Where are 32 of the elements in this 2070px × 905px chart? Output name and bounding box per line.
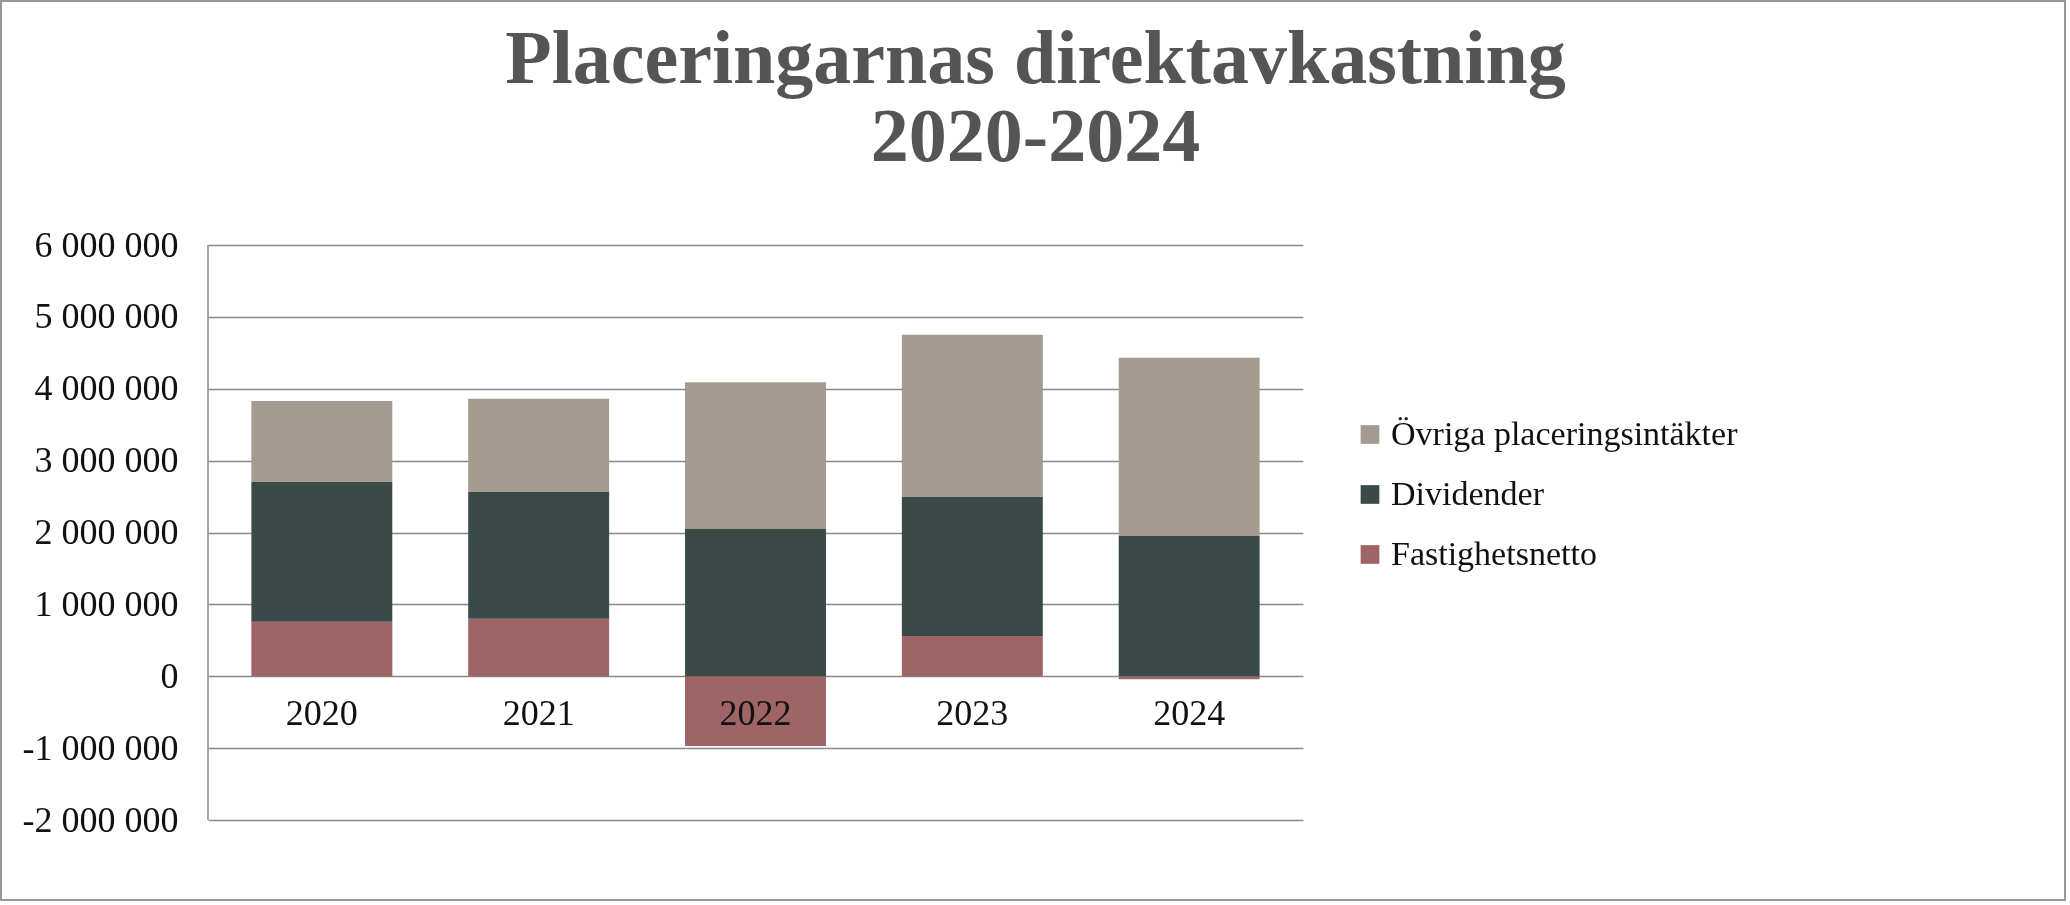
y-tick-label: 2 000 000 <box>34 512 179 552</box>
y-tick-label: 4 000 000 <box>34 368 179 409</box>
x-tick-label: 2023 <box>936 692 1009 733</box>
bar <box>685 676 826 746</box>
y-tick-label: 0 <box>160 655 179 696</box>
bar <box>1118 357 1260 537</box>
bar <box>468 491 610 619</box>
bar <box>901 636 1043 677</box>
legend-label: Fastighetsnetto <box>1391 534 1597 572</box>
y-tick-label: 1 000 000 <box>34 583 179 624</box>
y-tick-label: 3 000 000 <box>34 440 179 481</box>
bar <box>251 481 393 622</box>
legend-label: Övriga placeringsintäkter <box>1391 414 1739 452</box>
bar <box>251 400 393 482</box>
bar <box>1118 676 1260 680</box>
bar <box>901 496 1043 636</box>
bar <box>685 382 826 529</box>
y-tick-label: -2 000 000 <box>22 799 179 840</box>
legend-label: Dividender <box>1391 474 1545 512</box>
bar <box>901 334 1043 497</box>
x-tick-label: 2024 <box>1153 692 1226 733</box>
bar <box>468 618 610 677</box>
y-tick-label: 6 000 000 <box>34 224 179 265</box>
bar <box>685 528 826 677</box>
y-tick-label: -1 000 000 <box>22 727 179 768</box>
bar <box>251 621 393 677</box>
y-tick-label: 5 000 000 <box>34 296 179 337</box>
x-tick-label: 2021 <box>502 692 575 733</box>
bar <box>1118 536 1260 677</box>
x-tick-label: 2022 <box>719 692 792 733</box>
bar <box>468 398 610 492</box>
x-tick-label: 2020 <box>285 692 358 733</box>
